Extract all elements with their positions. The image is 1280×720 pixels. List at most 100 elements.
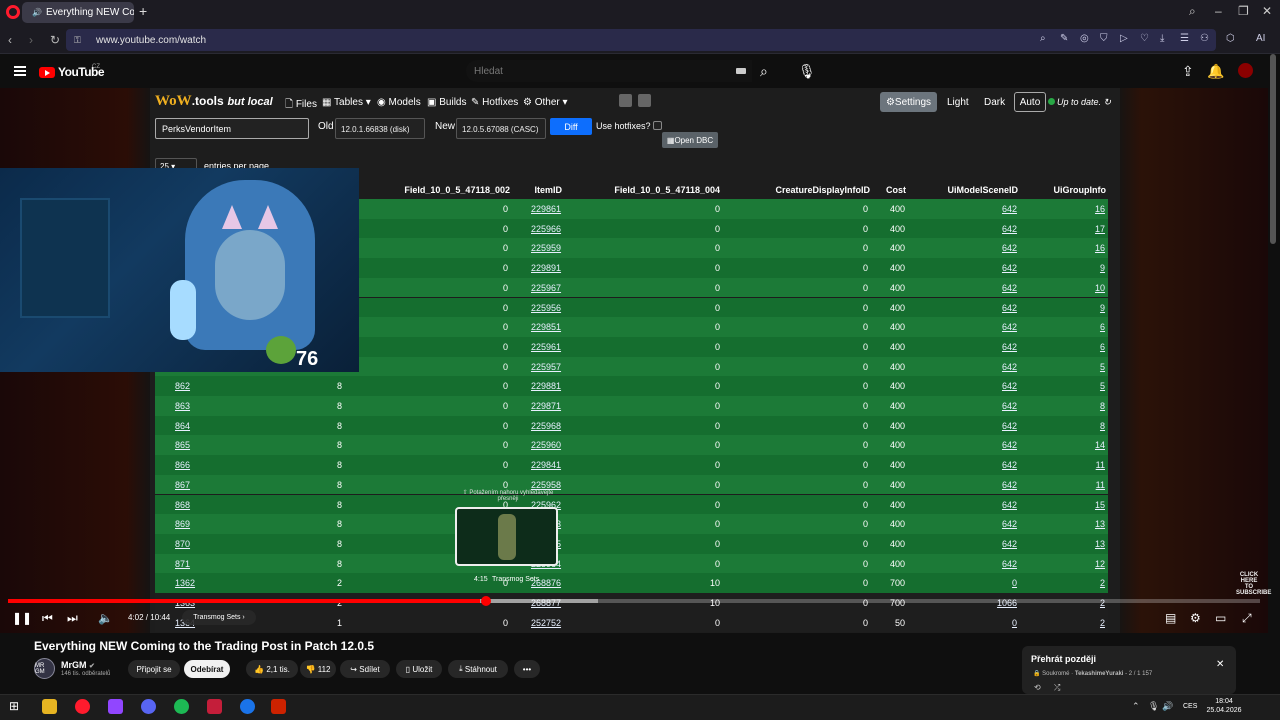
table-row[interactable]: 0 225956 0 0 400 642 9: [155, 297, 1108, 318]
table-row[interactable]: 862 8 0 229881 0 0 400 642 5: [155, 376, 1108, 396]
next-button[interactable]: ⏭: [67, 611, 78, 625]
discord-icon[interactable]: [141, 699, 156, 714]
table-row[interactable]: 1363 2 268877 10 0 700 1066 2: [155, 593, 1108, 613]
table-cell-group[interactable]: 17: [1094, 223, 1105, 234]
wow-icon[interactable]: [271, 699, 286, 714]
table-row[interactable]: 87182259640040064212: [155, 553, 1108, 574]
table-cell-scene[interactable]: 642: [1001, 460, 1017, 471]
table-row[interactable]: 136410252752005002: [155, 612, 1108, 633]
table-cell-id[interactable]: 869: [175, 519, 191, 530]
table-cell-id[interactable]: 862: [175, 381, 191, 392]
settings-button[interactable]: ⚙ Settings: [880, 92, 937, 112]
use-hotfixes-checkbox[interactable]: [653, 121, 662, 130]
table-cell-item[interactable]: 229891: [531, 263, 562, 274]
theme-light-button[interactable]: Light: [947, 97, 969, 108]
search-input[interactable]: [466, 60, 752, 82]
forward-button[interactable]: ›: [29, 33, 33, 47]
search-icon[interactable]: ⌕: [1040, 33, 1046, 44]
table-row[interactable]: 0 229851 0 0 400 642 6: [155, 317, 1108, 337]
nav-builds[interactable]: ▣ Builds: [427, 97, 467, 108]
heart-icon[interactable]: ♡: [1140, 33, 1149, 44]
table-row[interactable]: 0 225966 0 0 400 642 17: [155, 218, 1108, 239]
shield-icon[interactable]: ⛉: [1100, 33, 1108, 44]
mic-tray-icon[interactable]: 🎙: [1148, 701, 1160, 711]
table-cell-group[interactable]: 14: [1094, 440, 1105, 451]
youtube-logo[interactable]: YouTube: [39, 65, 105, 79]
column-header[interactable]: UiModelSceneID: [947, 185, 1018, 195]
table-cell-group[interactable]: 11: [1095, 460, 1105, 471]
table-cell-item[interactable]: 225959: [531, 243, 562, 254]
join-button[interactable]: Připojit se: [128, 660, 180, 678]
table-cell-group[interactable]: 8: [1099, 420, 1105, 431]
subscribe-button[interactable]: Odebírat: [184, 660, 230, 678]
table-cell-id[interactable]: 1363: [175, 598, 196, 608]
like-button[interactable]: 👍 2,1 tis.: [246, 660, 298, 678]
table-cell-scene[interactable]: 0: [1011, 578, 1017, 589]
battlenet-icon[interactable]: [207, 699, 222, 714]
column-header[interactable]: UiGroupInfo: [1053, 185, 1107, 195]
chapter-button[interactable]: Transmog Sets ›: [182, 610, 256, 625]
table-cell-scene[interactable]: 642: [1001, 223, 1017, 234]
theme-auto-button[interactable]: Auto: [1014, 92, 1046, 112]
upload-icon[interactable]: ⇪: [1182, 63, 1194, 79]
table-cell-scene[interactable]: 642: [1001, 499, 1017, 510]
extensions-icon[interactable]: ⬡: [1226, 33, 1235, 44]
previous-button[interactable]: ⏮: [42, 611, 53, 625]
reload-icon[interactable]: ↻: [50, 33, 61, 47]
tray-chevron-icon[interactable]: ⌃: [1132, 701, 1140, 711]
table-cell-group[interactable]: 5: [1099, 381, 1105, 392]
opera-logo-icon[interactable]: [6, 5, 20, 19]
keyboard-icon[interactable]: [736, 68, 746, 74]
table-cell-group[interactable]: 9: [1099, 302, 1105, 313]
table-cell-item[interactable]: 225967: [531, 282, 562, 293]
table-cell-scene[interactable]: 642: [1001, 558, 1017, 569]
spotify-icon[interactable]: [174, 699, 189, 714]
progress-bar[interactable]: [8, 599, 1260, 603]
table-cell-scene[interactable]: 642: [1001, 401, 1017, 411]
table-row[interactable]: 865 8 0 225960 0 0 400 642 14: [155, 435, 1108, 456]
table-cell-id[interactable]: 865: [175, 440, 191, 451]
windows-start-icon[interactable]: ⊞: [9, 699, 20, 713]
table-row[interactable]: 863 8 0 229871 0 0 400 642 8: [155, 396, 1108, 416]
new-version-select[interactable]: 12.0.5.67088 (CASC): [456, 118, 546, 139]
file-explorer-icon[interactable]: [42, 699, 57, 714]
table-cell-group[interactable]: 2: [1099, 617, 1105, 628]
table-cell-group[interactable]: 16: [1094, 243, 1105, 254]
table-cell-scene[interactable]: 642: [1001, 341, 1017, 352]
table-row[interactable]: 0 225959 0 0 400 642 16: [155, 238, 1108, 259]
clock[interactable]: 18:04 25.04.2026: [1204, 697, 1244, 715]
google-icon[interactable]: [240, 699, 255, 714]
column-header[interactable]: Field_10_0_5_47118_002: [404, 185, 510, 195]
table-cell-scene[interactable]: 642: [1001, 204, 1017, 214]
profile-icon[interactable]: ⚇: [1200, 33, 1209, 44]
nav-models[interactable]: ◉ Models: [377, 97, 421, 108]
download-icon[interactable]: ⤓: [1160, 33, 1165, 44]
table-cell-item[interactable]: 229881: [531, 381, 562, 392]
menu-icon[interactable]: ☰: [1180, 33, 1189, 44]
close-window-button[interactable]: ✕: [1262, 4, 1273, 18]
table-row[interactable]: 0 229861 0 0 400 642 16: [155, 199, 1108, 219]
table-cell-item[interactable]: 268877: [531, 598, 562, 608]
table-cell-group[interactable]: 9: [1099, 263, 1105, 274]
table-cell-scene[interactable]: 642: [1001, 361, 1017, 372]
maximize-button[interactable]: ❐: [1238, 4, 1249, 18]
nav-other[interactable]: ⚙ Other ▾: [523, 97, 568, 108]
volume-icon[interactable]: 🔈: [98, 611, 113, 625]
speaker-icon[interactable]: 🔊: [32, 8, 42, 17]
table-cell-scene[interactable]: 642: [1001, 322, 1017, 333]
old-version-select[interactable]: 12.0.1.66838 (disk): [335, 118, 425, 139]
table-cell-group[interactable]: 11: [1095, 479, 1105, 490]
download-button[interactable]: ⤓ Stáhnout: [448, 660, 508, 678]
nav-files[interactable]: 🗋 Files: [285, 99, 317, 110]
notifications-bell-icon[interactable]: 🔔: [1207, 63, 1225, 79]
table-cell-scene[interactable]: 642: [1001, 302, 1017, 313]
table-cell-id[interactable]: 871: [175, 558, 191, 569]
nav-hotfixes[interactable]: ✎ Hotfixes: [471, 97, 519, 108]
table-row[interactable]: 0 225957 0 0 400 642 5: [155, 356, 1108, 377]
table-cell-id[interactable]: 866: [175, 460, 191, 471]
volume-tray-icon[interactable]: 🔊: [1162, 701, 1174, 711]
table-cell-group[interactable]: 10: [1094, 282, 1105, 293]
channel-name[interactable]: MrGM ✔: [61, 660, 95, 670]
table-cell-id[interactable]: 1362: [175, 578, 196, 589]
table-row[interactable]: 868 8 0 225962 0 0 400 642 15: [155, 494, 1108, 515]
